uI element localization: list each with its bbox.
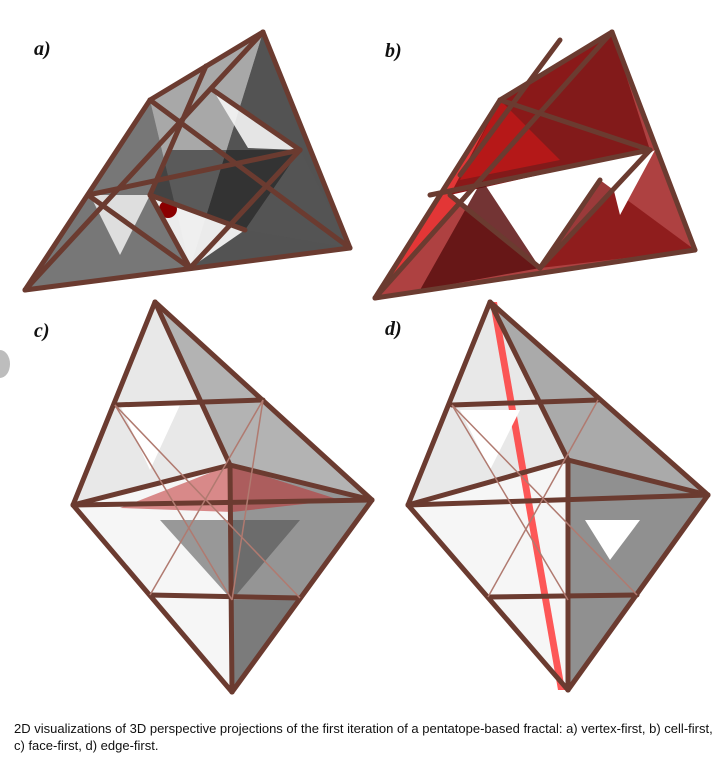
- panel-c-label: c): [34, 320, 50, 342]
- figure-caption: 2D visualizations of 3D perspective proj…: [14, 721, 713, 753]
- panel-b-label: b): [385, 40, 402, 62]
- panel-a-figure: [22, 29, 353, 293]
- panel-d-label: d): [385, 318, 402, 340]
- page-edge-tab: [0, 350, 10, 378]
- panel-d-figure: [405, 299, 711, 693]
- panel-b-figure: [372, 29, 698, 301]
- panel-a-label: a): [34, 38, 51, 60]
- panel-c-figure: [70, 299, 375, 695]
